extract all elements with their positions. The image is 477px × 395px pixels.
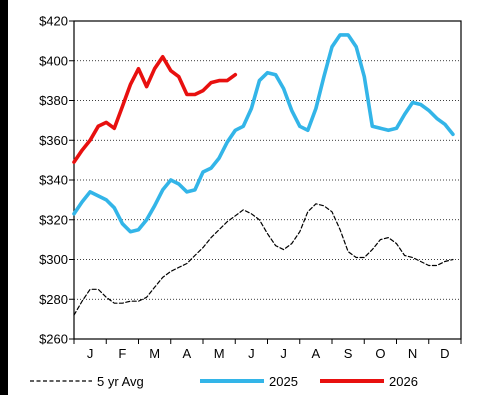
x-tick-label: F <box>118 346 126 361</box>
series-line-2025 <box>72 33 455 234</box>
left-page-edge <box>0 0 8 395</box>
plot-background <box>73 20 462 340</box>
y-tick-label: $320 <box>39 212 68 227</box>
x-tick-label: M <box>149 346 160 361</box>
y-tick-label: $360 <box>39 133 68 148</box>
x-tick-label: M <box>214 346 225 361</box>
x-tick-label: J <box>280 346 287 361</box>
y-tick-label: $380 <box>39 93 68 108</box>
x-tick-label: A <box>183 346 192 361</box>
legend: 5 yr Avg 2025 2026 <box>30 374 418 389</box>
x-tick-label: S <box>344 346 353 361</box>
legend-label: 2025 <box>269 374 298 389</box>
y-axis-tick-labels: $260 $280 $300 $320 $340 $360 $380 $400 $420 <box>39 14 74 347</box>
series-lines <box>72 33 455 316</box>
y-tick-label: $260 <box>39 332 68 347</box>
x-tick-label: N <box>408 346 417 361</box>
legend-label: 2026 <box>389 374 418 389</box>
x-tick-label: J <box>248 346 255 361</box>
y-tick-label: $340 <box>39 173 68 188</box>
y-tick-label: $400 <box>39 53 68 68</box>
y-tick-label: $280 <box>39 292 68 307</box>
legend-label: 5 yr Avg <box>97 374 144 389</box>
x-tick-label: J <box>87 346 94 361</box>
y-tick-label: $300 <box>39 252 68 267</box>
x-tick-label: A <box>312 346 321 361</box>
y-tick-label: $420 <box>39 14 68 29</box>
x-tick-label: O <box>375 346 385 361</box>
series-line-2026 <box>72 54 238 164</box>
x-tick-label: D <box>440 346 449 361</box>
